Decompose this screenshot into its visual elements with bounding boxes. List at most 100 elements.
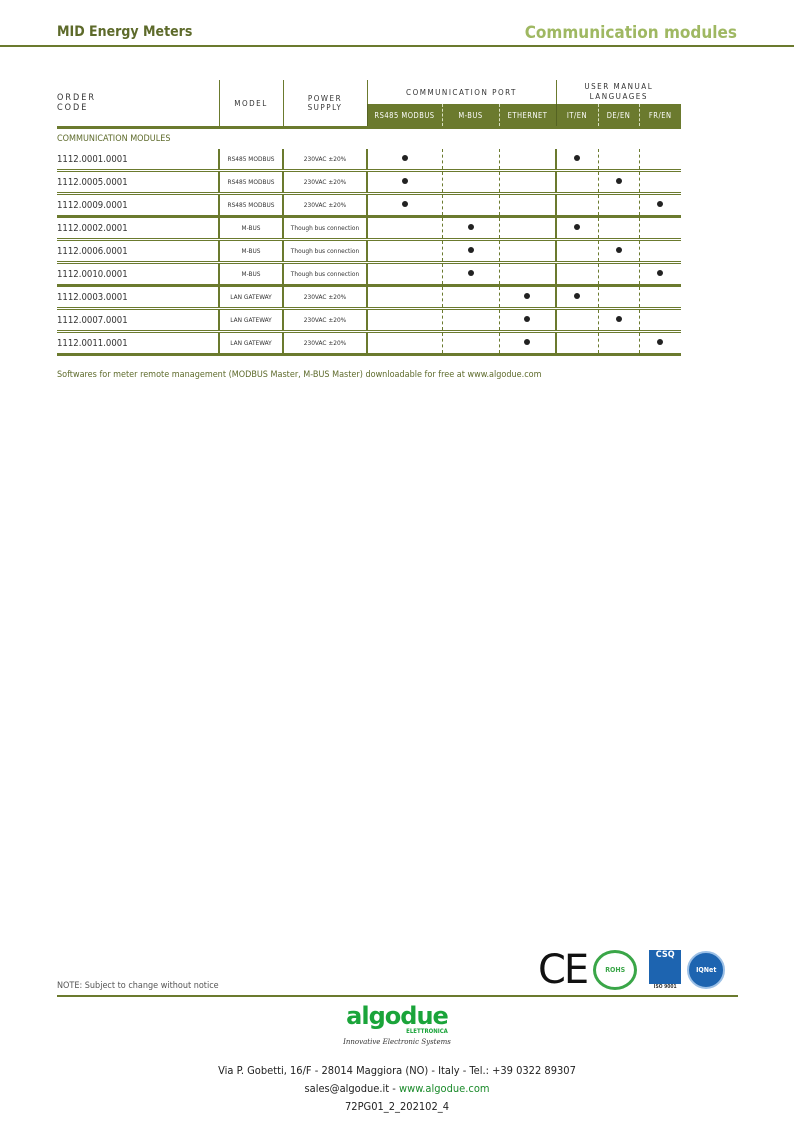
- header-power-supply: POWER SUPPLY: [282, 80, 367, 128]
- iqnet-logo-icon: IQNet: [687, 951, 726, 989]
- table-row: 1112.0005.0001 RS485 MODBUS 230VAC ±20%: [57, 169, 682, 194]
- model-cell: RS485 MODBUS: [218, 149, 283, 171]
- check-cell: [597, 238, 639, 263]
- section-label: COMMUNICATION MODULES: [57, 126, 682, 149]
- csq-iso-logo-icon: CSQ ISO 9001: [649, 950, 682, 990]
- model-cell: RS485 MODBUS: [218, 192, 283, 217]
- check-cell: [638, 215, 682, 240]
- power-supply-cell: 230VAC ±20%: [282, 307, 367, 332]
- check-cell: [441, 149, 499, 171]
- document-section-title: MID Energy Meters: [57, 24, 193, 40]
- contact-line: sales@algodue.it - www.algodue.com: [304, 1082, 490, 1095]
- check-cell: [498, 284, 556, 309]
- header-order-code: ORDER CODE: [57, 93, 96, 113]
- model-cell: M-BUS: [218, 215, 283, 240]
- company-address: Via P. Gobetti, 16/F - 28014 Maggiora (N…: [218, 1064, 576, 1077]
- check-cell: [555, 169, 598, 194]
- check-cell: [441, 215, 499, 240]
- power-supply-cell: 230VAC ±20%: [282, 169, 367, 194]
- check-cell: [441, 284, 499, 309]
- bullet-icon: [574, 224, 581, 230]
- bullet-icon: [524, 316, 531, 322]
- check-cell: [441, 238, 499, 263]
- check-cell: [555, 192, 598, 217]
- check-cell: [597, 307, 639, 332]
- power-supply-cell: 230VAC ±20%: [282, 330, 367, 356]
- check-cell: [597, 149, 639, 171]
- bullet-icon: [657, 339, 664, 345]
- check-cell: [638, 330, 682, 356]
- order-code-cell: 1112.0002.0001: [57, 215, 219, 240]
- subheader-m-bus: M-BUS: [441, 104, 499, 128]
- check-cell: [366, 261, 442, 286]
- check-cell: [555, 261, 598, 286]
- check-cell: [441, 169, 499, 194]
- model-cell: LAN GATEWAY: [218, 330, 283, 356]
- bullet-icon: [401, 201, 408, 207]
- check-cell: [498, 307, 556, 332]
- check-cell: [498, 330, 556, 356]
- check-cell: [638, 307, 682, 332]
- check-cell: [498, 215, 556, 240]
- check-cell: [366, 169, 442, 194]
- bullet-icon: [615, 247, 622, 253]
- table-row: 1112.0003.0001 LAN GATEWAY 230VAC ±20%: [57, 284, 682, 309]
- power-supply-cell: 230VAC ±20%: [282, 284, 367, 309]
- check-cell: [366, 149, 442, 171]
- check-cell: [638, 169, 682, 194]
- check-cell: [555, 284, 598, 309]
- table-row: 1112.0009.0001 RS485 MODBUS 230VAC ±20%: [57, 192, 682, 217]
- check-cell: [366, 238, 442, 263]
- bullet-icon: [401, 155, 408, 161]
- check-cell: [597, 192, 639, 217]
- website-link[interactable]: www.algodue.com: [399, 1082, 490, 1095]
- model-cell: LAN GATEWAY: [218, 307, 283, 332]
- check-cell: [366, 330, 442, 356]
- check-cell: [638, 261, 682, 286]
- check-cell: [555, 238, 598, 263]
- header-model: MODEL: [218, 80, 283, 128]
- page-title: Communication modules: [524, 23, 737, 43]
- order-code-cell: 1112.0003.0001: [57, 284, 219, 309]
- power-supply-cell: 230VAC ±20%: [282, 192, 367, 217]
- check-cell: [597, 215, 639, 240]
- order-code-cell: 1112.0001.0001: [57, 153, 128, 165]
- order-code-cell: 1112.0011.0001: [57, 330, 219, 356]
- table-row: 1112.0001.0001 RS485 MODBUS 230VAC ±20%: [57, 149, 682, 171]
- power-supply-cell: Though bus connection: [282, 238, 367, 263]
- check-cell: [555, 330, 598, 356]
- power-supply-cell: Though bus connection: [282, 261, 367, 286]
- check-cell: [555, 215, 598, 240]
- bullet-icon: [467, 224, 474, 230]
- model-cell: RS485 MODBUS: [218, 169, 283, 194]
- footer-divider: [57, 995, 738, 997]
- check-cell: [638, 149, 682, 171]
- order-code-cell: 1112.0007.0001: [57, 307, 219, 332]
- check-cell: [638, 192, 682, 217]
- bullet-icon: [657, 201, 664, 207]
- bullet-icon: [574, 293, 581, 299]
- ce-mark-icon: CE: [538, 947, 589, 993]
- check-cell: [498, 261, 556, 286]
- check-cell: [498, 238, 556, 263]
- check-cell: [441, 192, 499, 217]
- order-code-cell: 1112.0005.0001: [57, 169, 219, 194]
- subheader-rs485-modbus: RS485 MODBUS: [366, 104, 442, 128]
- order-code-cell: 1112.0010.0001: [57, 261, 219, 286]
- bullet-icon: [657, 270, 664, 276]
- check-cell: [366, 215, 442, 240]
- check-cell: [597, 261, 639, 286]
- model-cell: M-BUS: [218, 261, 283, 286]
- check-cell: [555, 149, 598, 171]
- check-cell: [498, 149, 556, 171]
- check-cell: [366, 284, 442, 309]
- email-link[interactable]: sales@algodue.it: [304, 1082, 390, 1095]
- check-cell: [498, 169, 556, 194]
- rohs-logo-icon: ROHS: [593, 950, 638, 990]
- product-table: ORDER CODE MODEL POWER SUPPLY COMMUNICATIO…: [57, 80, 682, 356]
- check-cell: [441, 307, 499, 332]
- check-cell: [638, 238, 682, 263]
- bullet-icon: [467, 247, 474, 253]
- check-cell: [555, 307, 598, 332]
